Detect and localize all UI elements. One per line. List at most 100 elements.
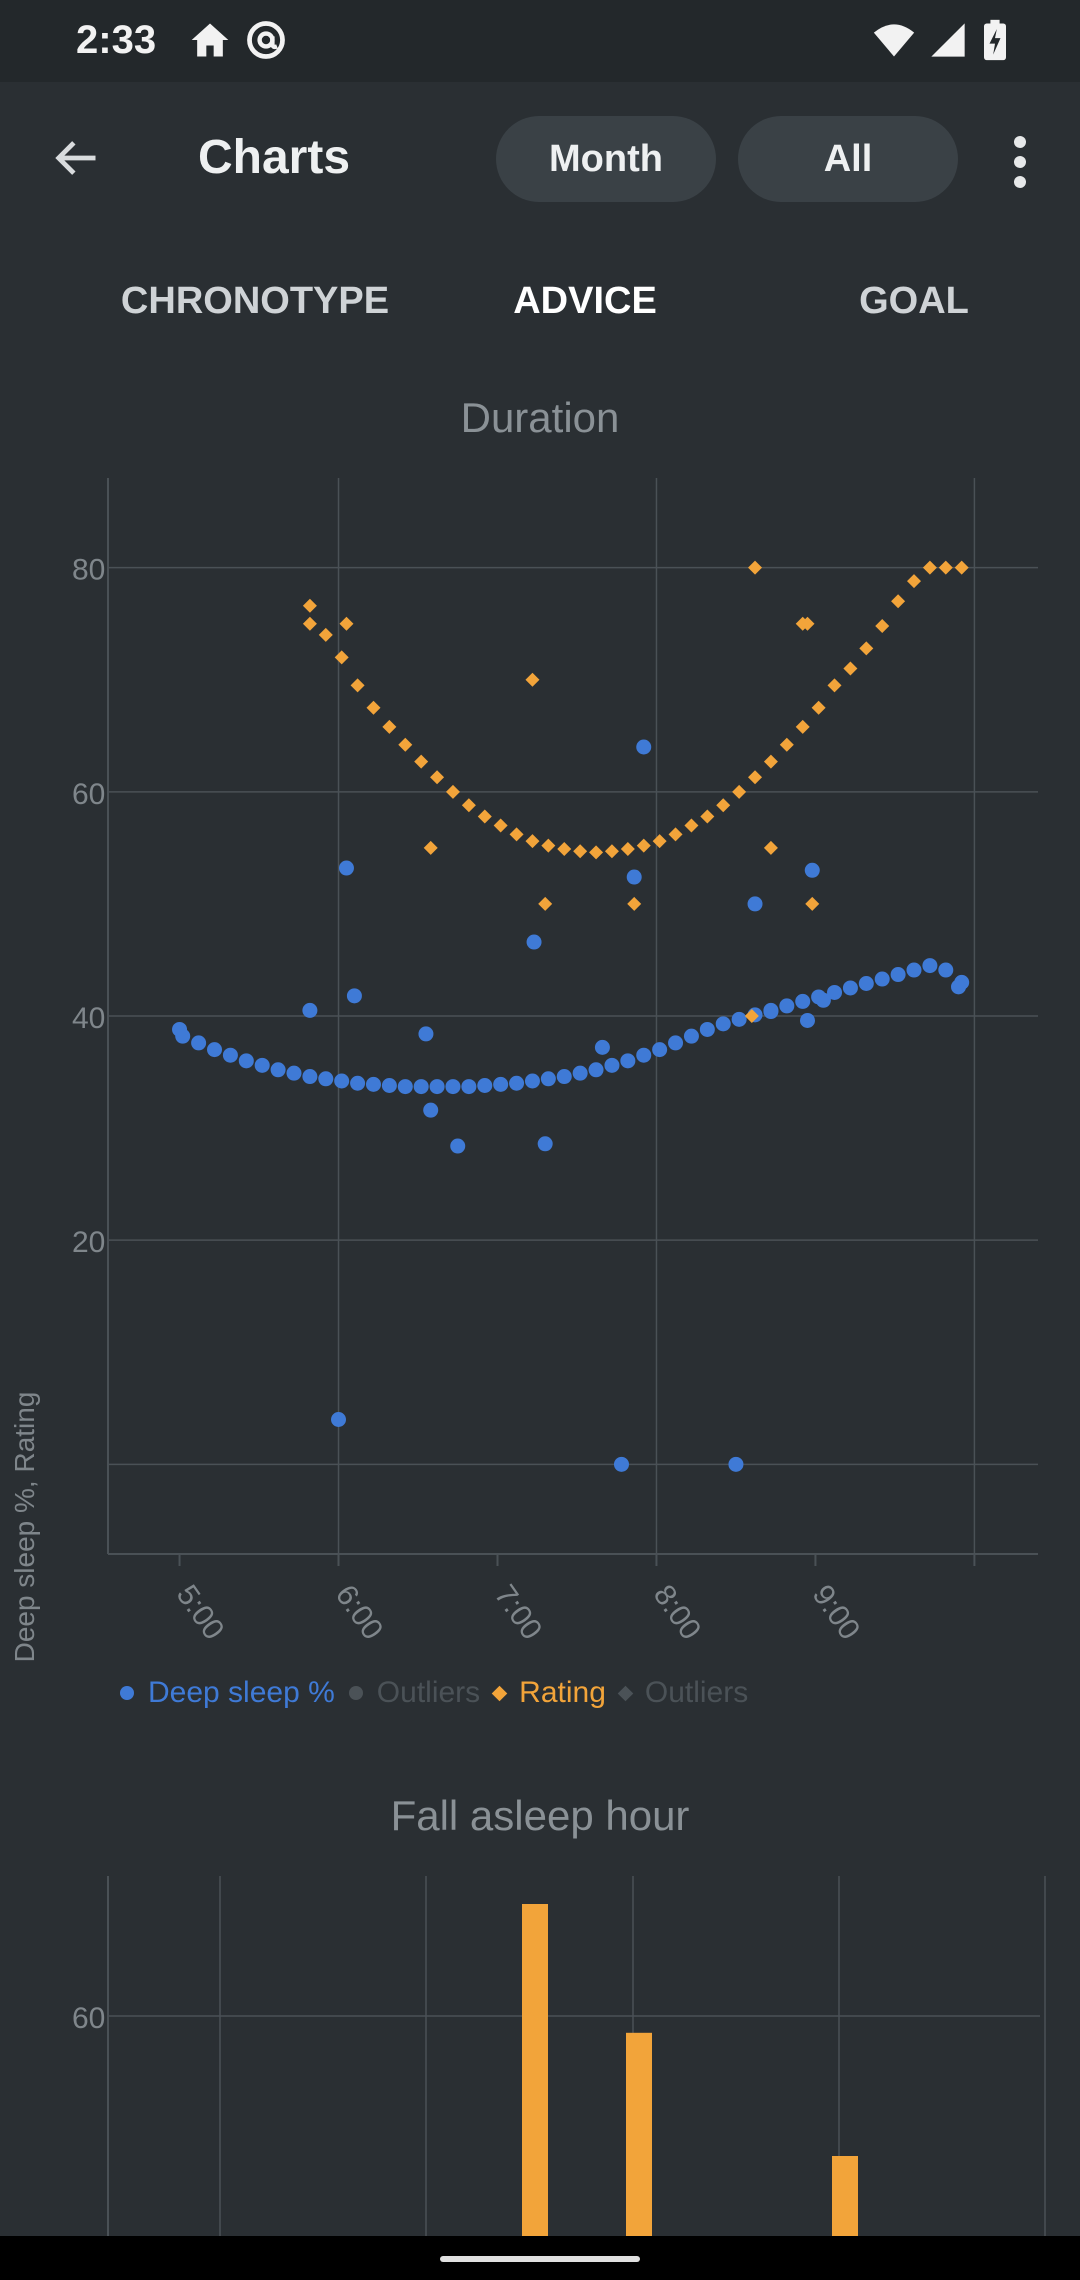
x-tick-label: 6:00 (329, 1579, 390, 1646)
deep-sleep-outlier-point (951, 979, 967, 995)
rating-outlier-point (627, 896, 642, 911)
legend-rating[interactable]: Rating (491, 1676, 606, 1710)
tab-advice[interactable]: ADVICE (513, 280, 657, 322)
rating-point (445, 784, 460, 799)
rating-outlier-point (302, 598, 317, 613)
fall-asleep-chart: 60 (72, 1876, 1046, 2236)
tab-goal[interactable]: GOAL (859, 280, 969, 322)
deep-sleep-point (381, 1077, 397, 1093)
period-filter-button[interactable]: Month (496, 116, 716, 202)
rating-outlier-point (525, 672, 540, 687)
battery-charging-icon (984, 19, 1006, 61)
deep-sleep-point (286, 1065, 302, 1081)
scope-filter-button[interactable]: All (738, 116, 958, 202)
y-tick-label: 80 (72, 554, 105, 587)
tab-chronotype[interactable]: CHRONOTYPE (120, 280, 390, 322)
rating-point (763, 754, 778, 769)
deep-sleep-outlier-point (815, 992, 831, 1008)
legend-gray-diamond (617, 1685, 634, 1701)
deep-sleep-point (429, 1079, 445, 1095)
deep-sleep-outlier-point (346, 988, 362, 1004)
rating-point (573, 844, 588, 859)
deep-sleep-outlier-point (804, 862, 820, 878)
fall-asleep-chart-title: Fall asleep hour (390, 1792, 690, 1839)
more-vert-icon (1014, 136, 1026, 148)
deep-sleep-point (191, 1035, 207, 1051)
y-tick-label: 40 (72, 1002, 105, 1035)
status-notification-icons (188, 18, 288, 62)
deep-sleep-point (302, 1069, 318, 1085)
deep-sleep-point (445, 1079, 461, 1095)
rating-point (525, 834, 540, 849)
more-options-button[interactable] (996, 130, 1044, 194)
deep-sleep-point (842, 980, 858, 996)
home-gesture-handle[interactable] (440, 2256, 640, 2262)
rating-outlier-point (805, 896, 820, 911)
fall-asleep-bar (522, 1904, 548, 2236)
navigation-bar (0, 2236, 1080, 2280)
legend-deep-sleep[interactable]: Deep sleep % (120, 1676, 335, 1710)
page-title: Charts (198, 131, 351, 184)
deep-sleep-point (890, 967, 906, 983)
rating-point (748, 770, 763, 785)
rating-point (604, 844, 619, 859)
deep-sleep-point (715, 1016, 731, 1032)
x-tick-label: 5:00 (170, 1579, 231, 1646)
rating-point (414, 754, 429, 769)
deep-sleep-point (795, 993, 811, 1009)
deep-sleep-point (318, 1071, 334, 1087)
rating-point (557, 841, 572, 856)
rating-point (716, 798, 731, 813)
rating-outlier-point (800, 616, 815, 631)
deep-sleep-point (524, 1073, 540, 1089)
legend-deep-sleep-outliers[interactable]: Outliers (348, 1676, 480, 1710)
rating-point (509, 827, 524, 842)
deep-sleep-point (731, 1011, 747, 1027)
deep-sleep-outlier-point (763, 1004, 779, 1020)
legend-gray-dot (348, 1686, 363, 1700)
legend-rating-outliers[interactable]: Outliers (617, 1676, 749, 1710)
y-tick-label: 20 (72, 1226, 105, 1259)
deep-sleep-point (620, 1053, 636, 1069)
rating-point (875, 618, 890, 633)
wifi-icon (873, 24, 915, 57)
deep-sleep-point (906, 962, 922, 978)
x-tick-label: 7:00 (488, 1579, 549, 1646)
deep-sleep-outlier-point (302, 1002, 318, 1018)
rating-point (779, 737, 794, 752)
rating-point (891, 594, 906, 609)
rating-point (493, 818, 508, 833)
rating-outlier-point (763, 840, 778, 855)
tab-bar: CHRONOTYPE ADVICE GOAL (0, 262, 1080, 342)
rating-point (907, 574, 921, 589)
deep-sleep-point (413, 1079, 429, 1095)
deep-sleep-point (540, 1071, 556, 1087)
fall-asleep-bar (832, 2156, 858, 2236)
bar-y-tick-label: 60 (72, 2002, 105, 2035)
deep-sleep-point (365, 1076, 381, 1092)
rating-point (589, 845, 604, 860)
rating-point (366, 700, 381, 715)
deep-sleep-point (477, 1077, 493, 1093)
status-time: 2:33 (76, 18, 157, 62)
rating-outlier-point (744, 1009, 759, 1023)
legend-rating-outliers-label: Outliers (644, 1676, 749, 1709)
deep-sleep-outlier-point (747, 896, 763, 912)
deep-sleep-outlier-point (526, 934, 542, 950)
fall-asleep-bar (626, 2032, 652, 2236)
rating-point (700, 809, 715, 824)
deep-sleep-outlier-point (418, 1026, 434, 1042)
rating-point (652, 834, 667, 849)
rating-point (302, 616, 317, 631)
x-tick-label: 8:00 (647, 1579, 708, 1646)
rating-point (541, 838, 556, 853)
deep-sleep-point (699, 1021, 715, 1037)
rating-point (684, 818, 699, 833)
deep-sleep-point (938, 962, 954, 978)
rating-point (382, 719, 397, 734)
back-button[interactable] (40, 122, 112, 194)
deep-sleep-point (397, 1079, 413, 1095)
rating-point (811, 700, 826, 715)
deep-sleep-point (668, 1035, 684, 1051)
rating-point (477, 809, 492, 824)
